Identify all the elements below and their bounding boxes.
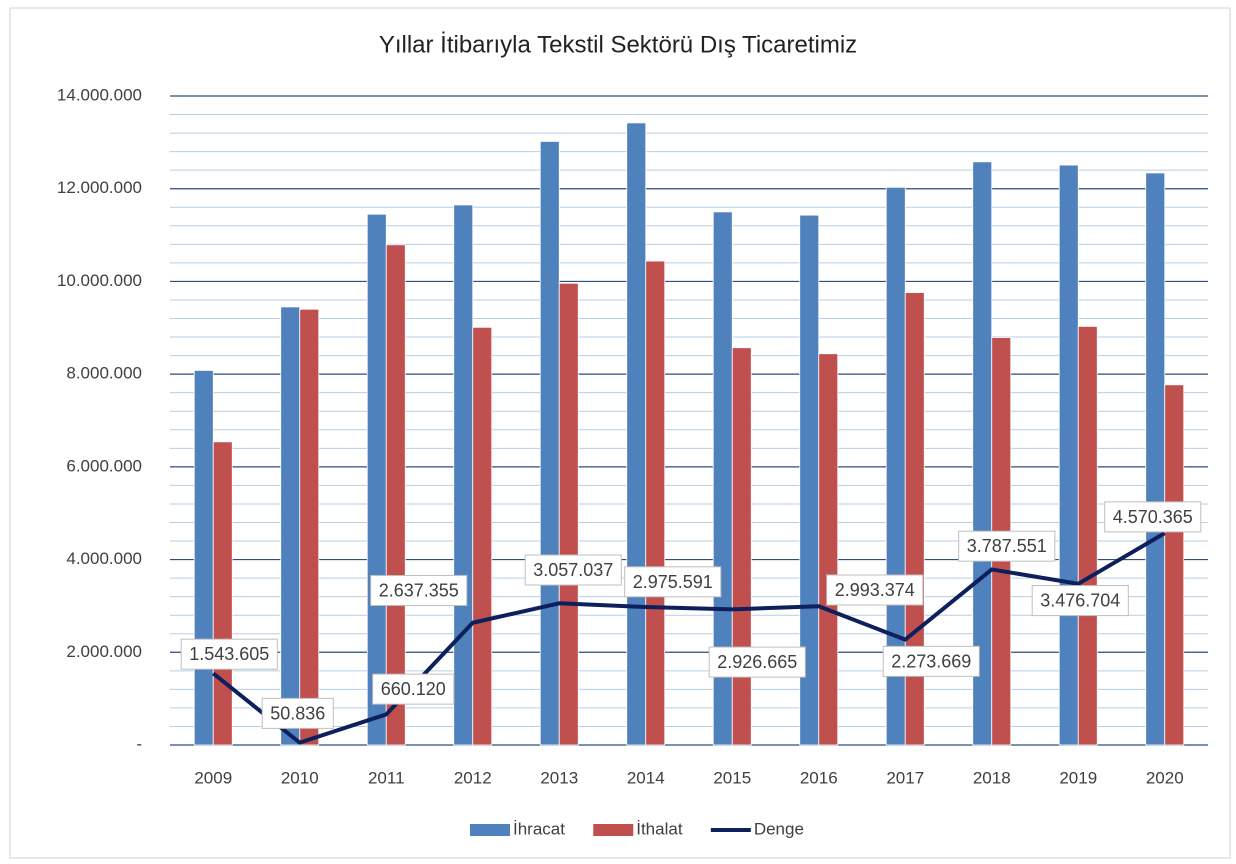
data-label-box xyxy=(180,638,278,670)
x-tick-label: 2013 xyxy=(540,768,578,787)
bar xyxy=(193,370,214,746)
x-tick-label: 2016 xyxy=(800,768,838,787)
data-label: 2.975.591 xyxy=(633,572,713,592)
data-label: 2.926.665 xyxy=(717,652,797,672)
bar xyxy=(1077,325,1098,746)
legend-swatch xyxy=(470,824,510,836)
x-tick-label: 2014 xyxy=(627,768,665,787)
x-tick-label: 2009 xyxy=(194,768,232,787)
bar xyxy=(472,326,493,746)
data-label-box xyxy=(708,646,806,678)
data-label: 2.993.374 xyxy=(835,580,915,600)
legend-swatch xyxy=(593,824,634,836)
data-label-box xyxy=(1104,501,1202,533)
y-tick-label: 2.000.000 xyxy=(66,642,142,661)
y-tick-label: 10.000.000 xyxy=(57,271,142,290)
data-label: 1.543.605 xyxy=(189,644,269,664)
legend-label: Denge xyxy=(754,819,804,838)
bar xyxy=(280,306,301,746)
x-tick-label: 2018 xyxy=(973,768,1011,787)
bar xyxy=(212,441,233,746)
bar xyxy=(453,204,474,746)
bar xyxy=(385,244,406,746)
chart-title: Yıllar İtibarıyla Tekstil Sektörü Dış Ti… xyxy=(379,31,857,58)
data-label: 3.476.704 xyxy=(1040,591,1120,611)
bar xyxy=(904,292,925,746)
y-tick-label: 6.000.000 xyxy=(66,456,142,475)
bar xyxy=(1164,384,1185,746)
bar xyxy=(731,347,752,746)
bar xyxy=(626,122,647,746)
data-label-box xyxy=(882,645,980,677)
bar xyxy=(1145,172,1166,746)
data-label-box xyxy=(370,574,468,606)
data-label-box xyxy=(1031,585,1129,617)
x-tick-label: 2019 xyxy=(1059,768,1097,787)
data-label: 50.836 xyxy=(270,703,325,723)
y-tick-label: 14.000.000 xyxy=(57,85,142,104)
bar xyxy=(1058,164,1079,746)
data-label: 2.637.355 xyxy=(379,580,459,600)
data-label: 660.120 xyxy=(381,679,446,699)
data-label-box xyxy=(624,566,722,598)
data-label: 3.787.551 xyxy=(967,536,1047,556)
bar xyxy=(558,282,579,746)
data-label: 4.570.365 xyxy=(1113,507,1193,527)
x-tick-label: 2017 xyxy=(886,768,924,787)
bar xyxy=(645,260,666,746)
data-label-box xyxy=(958,530,1056,562)
data-label-box xyxy=(524,554,622,586)
bar xyxy=(818,353,839,746)
data-label-box xyxy=(261,697,334,729)
x-tick-label: 2015 xyxy=(713,768,751,787)
legend-label: İthalat xyxy=(636,819,683,838)
bar xyxy=(539,141,560,746)
x-tick-label: 2020 xyxy=(1146,768,1184,787)
y-tick-label: 12.000.000 xyxy=(57,178,142,197)
y-tick-label: 4.000.000 xyxy=(66,549,142,568)
x-tick-label: 2012 xyxy=(454,768,492,787)
data-label-box xyxy=(826,574,924,606)
data-label-box xyxy=(372,673,455,705)
chart-border xyxy=(9,7,1231,859)
x-tick-label: 2010 xyxy=(281,768,319,787)
line xyxy=(212,531,1166,745)
data-label: 2.273.669 xyxy=(891,651,971,671)
x-tick-label: 2011 xyxy=(368,768,405,787)
y-tick-label: 8.000.000 xyxy=(66,364,142,383)
bar xyxy=(299,308,320,746)
bar xyxy=(366,213,387,746)
legend-label: İhracat xyxy=(513,819,565,838)
data-label: 3.057.037 xyxy=(533,560,613,580)
y-tick-label: - xyxy=(136,734,142,753)
